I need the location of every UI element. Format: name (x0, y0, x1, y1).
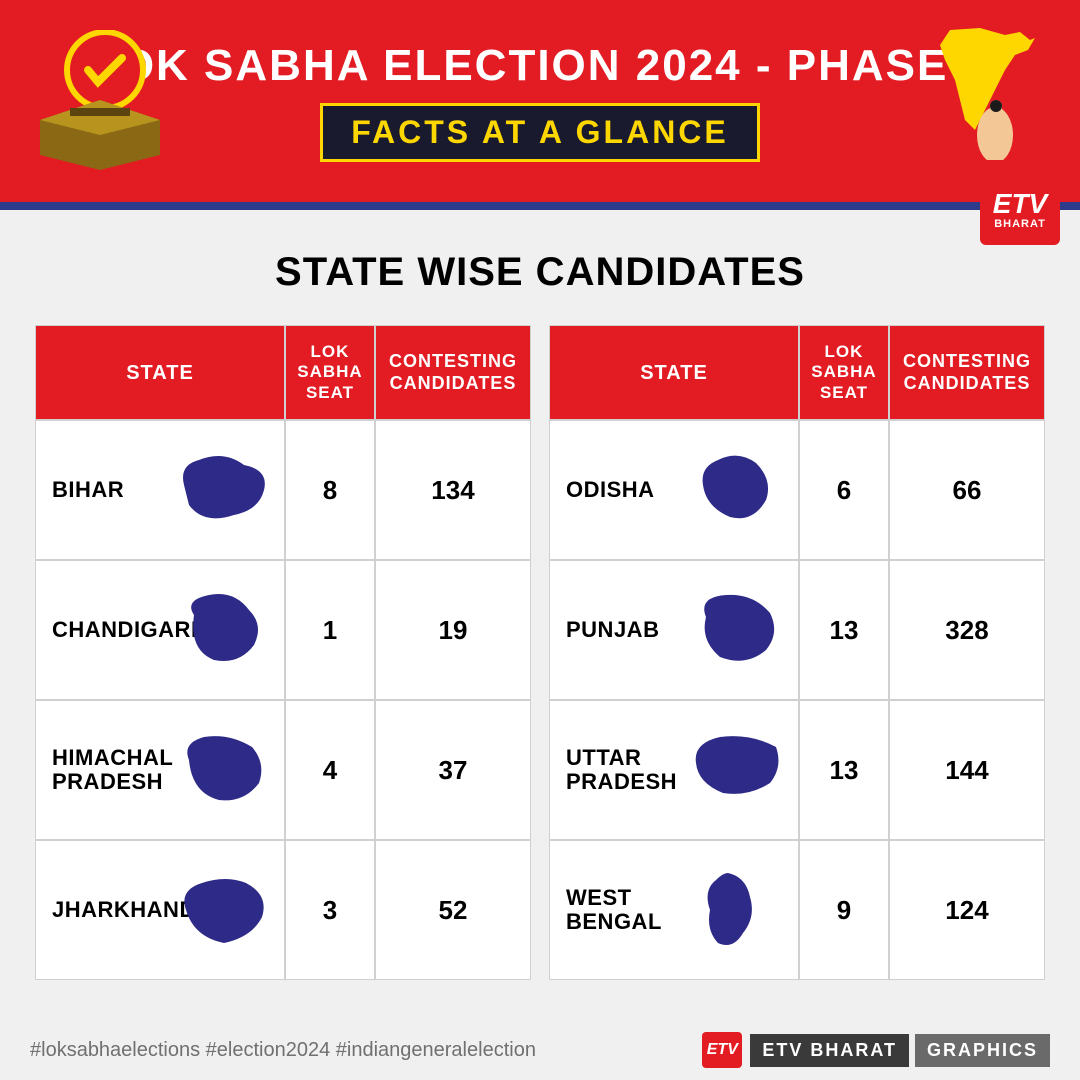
india-map-finger-icon (910, 20, 1050, 160)
state-cell: JHARKHAND (35, 840, 285, 980)
state-cell: HIMACHAL PRADESH (35, 700, 285, 840)
left-table: STATE LOK SABHA SEAT CONTESTING CANDIDAT… (35, 325, 531, 980)
state-map-icon (174, 445, 274, 535)
candidates-cell: 66 (889, 420, 1045, 560)
table-row: HIMACHAL PRADESH 437 (35, 700, 531, 840)
seat-cell: 1 (285, 560, 375, 700)
logo-etv-text: ETV (993, 190, 1047, 218)
header-subtitle: FACTS AT A GLANCE (320, 103, 760, 162)
candidates-cell: 52 (375, 840, 531, 980)
section-title: STATE WISE CANDIDATES (30, 250, 1050, 295)
footer-logo-group: ETV ETV BHARAT GRAPHICS (702, 1032, 1050, 1068)
table-header-row: STATE LOK SABHA SEAT CONTESTING CANDIDAT… (35, 325, 531, 420)
header-banner: LOK SABHA ELECTION 2024 - PHASE 7 FACTS … (0, 0, 1080, 210)
state-map-icon (688, 445, 788, 535)
ballot-box-icon (20, 30, 180, 170)
state-cell: UTTAR PRADESH (549, 700, 799, 840)
state-name: BIHAR (52, 478, 124, 502)
col-header-state: STATE (549, 325, 799, 420)
state-cell: ODISHA (549, 420, 799, 560)
table-row: BIHAR 8134 (35, 420, 531, 560)
table-row: UTTAR PRADESH 13144 (549, 700, 1045, 840)
table-row: PUNJAB 13328 (549, 560, 1045, 700)
col-header-seat: LOK SABHA SEAT (285, 325, 375, 420)
candidates-cell: 37 (375, 700, 531, 840)
etv-bharat-logo: ETV BHARAT (980, 175, 1060, 245)
footer-brand: ETV BHARAT (750, 1034, 909, 1067)
table-row: WEST BENGAL 9124 (549, 840, 1045, 980)
tables-container: STATE LOK SABHA SEAT CONTESTING CANDIDAT… (30, 325, 1050, 980)
footer: #loksabhaelections #election2024 #indian… (0, 1020, 1080, 1080)
state-cell: WEST BENGAL (549, 840, 799, 980)
state-cell: CHANDIGARH (35, 560, 285, 700)
candidates-cell: 328 (889, 560, 1045, 700)
col-header-candidates: CONTESTING CANDIDATES (375, 325, 531, 420)
header-title: LOK SABHA ELECTION 2024 - PHASE 7 (91, 41, 989, 91)
seat-cell: 6 (799, 420, 889, 560)
right-table: STATE LOK SABHA SEAT CONTESTING CANDIDAT… (549, 325, 1045, 980)
state-name: PUNJAB (566, 618, 659, 642)
candidates-cell: 134 (375, 420, 531, 560)
seat-cell: 13 (799, 700, 889, 840)
seat-cell: 13 (799, 560, 889, 700)
col-header-candidates: CONTESTING CANDIDATES (889, 325, 1045, 420)
state-map-icon (174, 725, 274, 815)
state-name: UTTAR PRADESH (566, 746, 696, 794)
state-cell: BIHAR (35, 420, 285, 560)
table-row: CHANDIGARH 119 (35, 560, 531, 700)
candidates-cell: 124 (889, 840, 1045, 980)
table-row: ODISHA 666 (549, 420, 1045, 560)
footer-graphics-label: GRAPHICS (915, 1034, 1050, 1067)
state-name: WEST BENGAL (566, 886, 696, 934)
footer-hashtags: #loksabhaelections #election2024 #indian… (30, 1039, 536, 1062)
state-map-icon (174, 585, 274, 675)
col-header-seat: LOK SABHA SEAT (799, 325, 889, 420)
table-row: JHARKHAND 352 (35, 840, 531, 980)
table-header-row: STATE LOK SABHA SEAT CONTESTING CANDIDAT… (549, 325, 1045, 420)
state-name: HIMACHAL PRADESH (52, 746, 182, 794)
seat-cell: 3 (285, 840, 375, 980)
state-cell: PUNJAB (549, 560, 799, 700)
seat-cell: 8 (285, 420, 375, 560)
content-area: STATE WISE CANDIDATES STATE LOK SABHA SE… (0, 210, 1080, 980)
state-name: ODISHA (566, 478, 655, 502)
col-header-state: STATE (35, 325, 285, 420)
seat-cell: 9 (799, 840, 889, 980)
state-map-icon (174, 865, 274, 955)
candidates-cell: 144 (889, 700, 1045, 840)
state-name: JHARKHAND (52, 898, 182, 922)
state-map-icon (688, 865, 788, 955)
state-map-icon (688, 585, 788, 675)
candidates-cell: 19 (375, 560, 531, 700)
state-name: CHANDIGARH (52, 618, 182, 642)
footer-etv-icon: ETV (702, 1032, 742, 1068)
logo-bharat-text: BHARAT (994, 218, 1046, 230)
seat-cell: 4 (285, 700, 375, 840)
state-map-icon (688, 725, 788, 815)
